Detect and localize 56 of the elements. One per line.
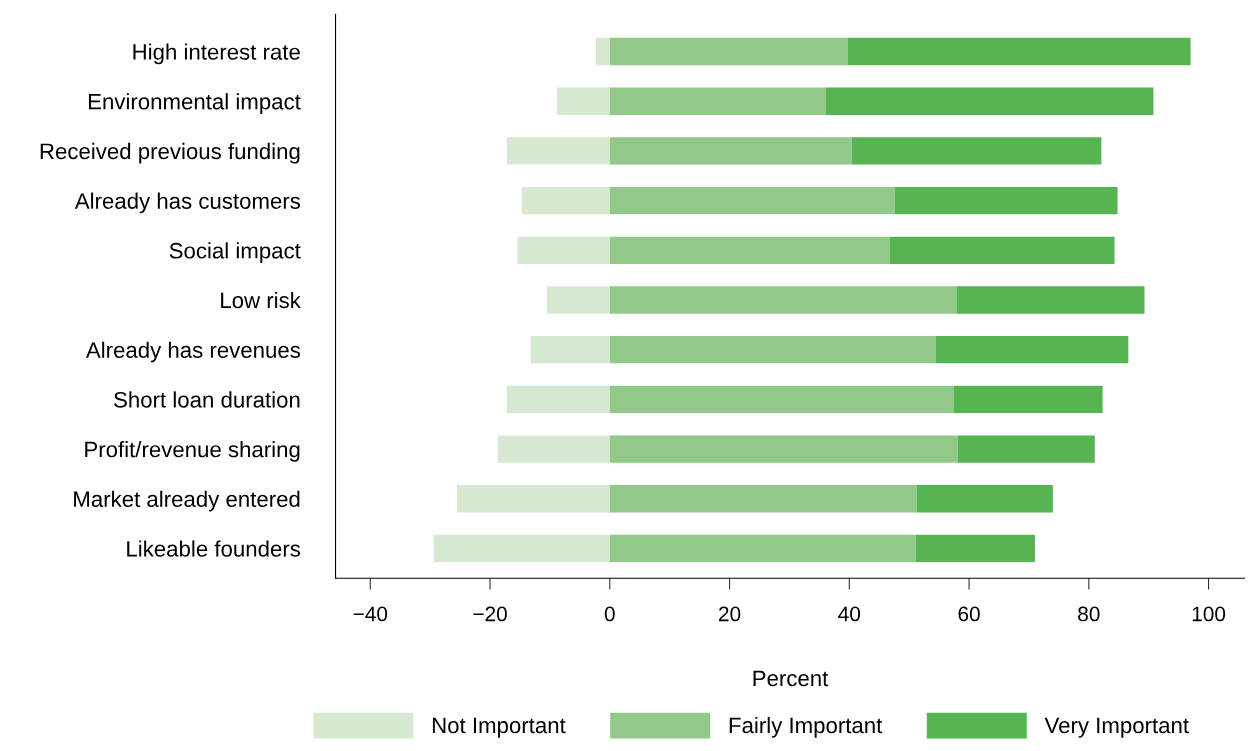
bar: [609, 534, 916, 563]
bar: [609, 485, 917, 513]
bar: [609, 286, 957, 314]
bar: [609, 435, 958, 463]
y-tick-label: Received previous funding: [40, 142, 300, 164]
bar: [894, 186, 1118, 215]
bar: [521, 186, 610, 215]
bar: [557, 87, 610, 115]
y-tick-label: Market already entered: [74, 490, 300, 512]
bar: [609, 137, 852, 165]
bar: [609, 37, 848, 66]
legend-label: Very Important: [1044, 717, 1189, 738]
bar: [825, 87, 1154, 115]
x-axis-title: Percent: [753, 670, 829, 687]
bar: [546, 286, 610, 314]
x-tick-label: −40: [353, 606, 388, 622]
x-tick-label: 80: [1078, 606, 1100, 622]
bar: [506, 385, 610, 414]
x-tick-label: 0: [604, 606, 615, 622]
y-tick-label: Environmental impact: [88, 93, 301, 114]
bar: [530, 336, 610, 364]
y-tick-label: Low risk: [221, 291, 301, 309]
x-tick-label: 20: [719, 606, 741, 622]
bar: [457, 485, 610, 513]
bar: [851, 137, 1102, 165]
x-tick-label: 40: [838, 606, 861, 622]
bar: [506, 137, 610, 165]
y-tick-label: Social impact: [169, 242, 301, 263]
bar: [609, 87, 826, 115]
y-tick-label: High interest rate: [133, 43, 300, 65]
y-tick-label: Already has customers: [74, 192, 301, 214]
legend-label: Fairly Important: [729, 716, 883, 738]
y-tick-label: Likeable founders: [127, 540, 301, 557]
bar: [935, 336, 1129, 364]
bar: [916, 485, 1053, 513]
bar: [847, 37, 1191, 66]
bar: [497, 435, 610, 463]
bar: [889, 236, 1115, 264]
y-tick-label: Profit/revenue sharing: [85, 441, 300, 462]
x-tick-label: 100: [1192, 606, 1226, 622]
y-tick-label: Already has revenues: [85, 341, 301, 363]
bar: [609, 385, 954, 414]
x-tick-label: 60: [958, 606, 980, 622]
bar: [956, 286, 1145, 314]
bar: [609, 236, 890, 264]
bar: [433, 534, 610, 563]
bar: [609, 336, 936, 364]
bar: [953, 385, 1103, 414]
bar: [596, 37, 610, 66]
y-tick-label: Short loan duration: [114, 391, 300, 408]
bar: [915, 534, 1035, 563]
legend-label: Not Important: [432, 717, 566, 738]
bar: [957, 435, 1095, 463]
x-tick-label: −20: [473, 606, 507, 622]
bar: [609, 186, 895, 215]
bar: [517, 236, 610, 264]
